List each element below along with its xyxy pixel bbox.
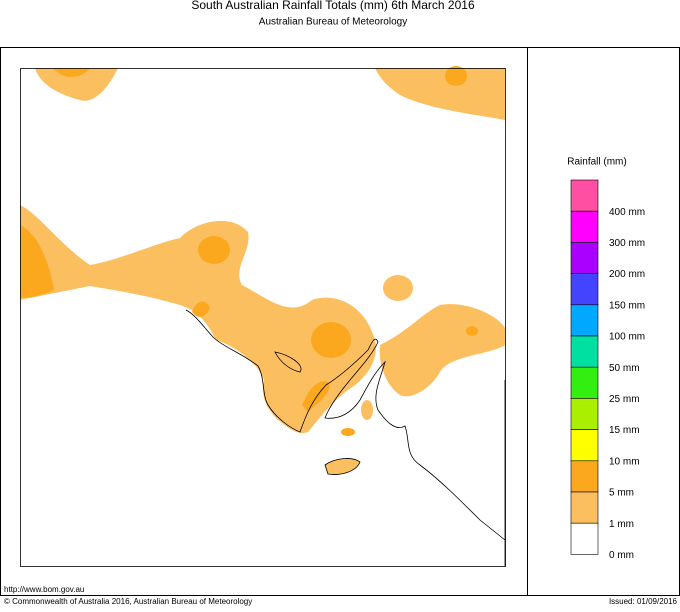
rain-area [20,205,376,434]
url: http://www.bom.gov.au [4,585,84,594]
legend-swatch [570,460,599,493]
legend-label: 15 mm [609,425,640,436]
legend-label: 100 mm [609,332,645,343]
legend-swatch [570,179,599,212]
legend: 400 mm 300 mm 200 mm 150 mm 100 mm 50 mm 25 mm… [570,179,645,561]
map-frame [20,68,506,567]
legend-swatch [570,522,599,555]
legend-label: 150 mm [609,300,645,311]
legend-label: 10 mm [609,456,640,467]
subtitle: Australian Bureau of Meteorology [259,17,407,28]
map [20,66,506,566]
issued: Issued: 01/09/2016 [609,597,678,606]
legend-swatch [570,398,599,430]
legend-label: 400 mm [609,207,645,218]
rain-area [311,322,351,358]
rain-area [466,326,478,336]
rain-area [192,301,210,317]
rain-area [383,275,413,301]
island [324,458,361,475]
legend-label: 25 mm [609,394,640,405]
legend-label: 300 mm [609,238,645,249]
rain-area [35,68,118,101]
legend-swatch [570,242,599,274]
lake [274,351,302,373]
rain-area [325,458,360,475]
legend-swatch [570,210,599,243]
rain-area [198,236,230,264]
coastline [185,309,506,541]
legend-label: 50 mm [609,363,640,374]
legend-swatch [570,304,599,337]
legend-label: 0 mm [609,550,634,561]
legend-swatch [570,429,599,462]
legend-title: Rainfall (mm) [567,157,626,168]
legend-label: 1 mm [609,519,634,530]
rain-area [361,400,373,420]
rain-area [20,225,54,298]
copyright: © Commonwealth of Australia 2016, Austra… [4,597,252,606]
rain-area [375,68,505,120]
legend-swatch [570,273,599,306]
legend-swatch [570,491,599,524]
rain-area [52,68,90,77]
title: South Australian Rainfall Totals (mm) 6t… [191,0,475,12]
legend-label: 5 mm [609,488,634,499]
rain-area [445,66,467,86]
rain-area [379,304,505,397]
rain-area [341,428,355,436]
legend-swatch [570,335,599,368]
legend-label: 200 mm [609,269,645,280]
legend-swatch [570,366,599,399]
